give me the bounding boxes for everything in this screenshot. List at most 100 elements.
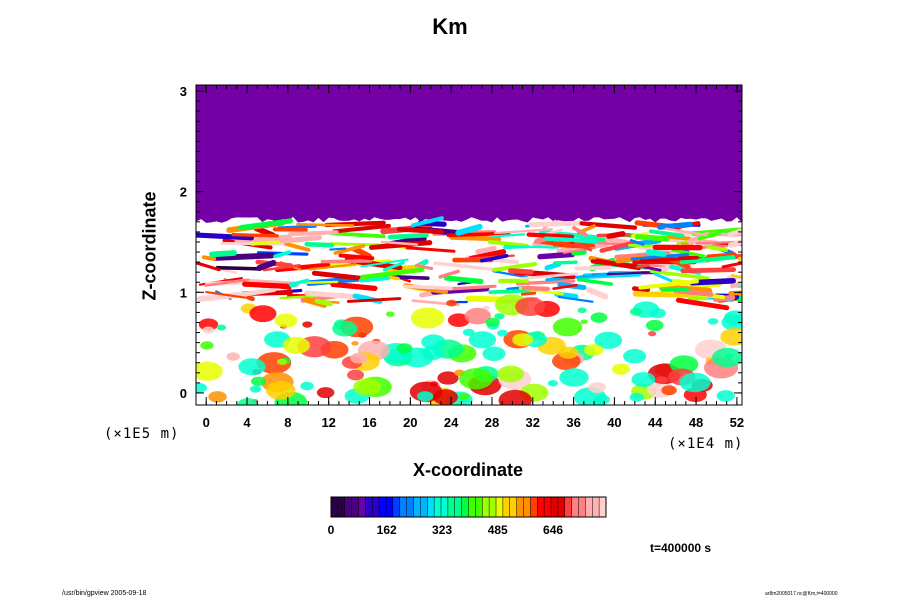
turbulent-streak	[303, 280, 339, 284]
turbulent-streak	[730, 281, 742, 289]
turbulent-streak	[721, 261, 742, 269]
boundary-blob	[447, 313, 470, 328]
turbulent-streak	[480, 253, 509, 263]
turbulent-streak	[358, 275, 391, 283]
boundary-blob	[446, 299, 458, 307]
turbulent-streak	[488, 288, 532, 295]
turbulent-streak	[557, 295, 594, 303]
turbulent-streak	[599, 241, 634, 253]
turbulent-streak	[475, 246, 497, 255]
boundary-blob	[629, 307, 643, 316]
turbulent-streak	[520, 291, 537, 296]
boundary-blob	[196, 383, 208, 393]
colorbar-segment	[434, 497, 442, 517]
colorbar-segment	[358, 497, 366, 517]
turbulent-streak	[571, 249, 587, 256]
turbulent-streak	[449, 234, 502, 242]
time-annotation: t=400000 s	[650, 541, 712, 555]
boundary-blob	[410, 307, 445, 329]
turbulent-streak	[395, 275, 430, 281]
boundary-blob	[462, 328, 475, 337]
boundary-blob	[494, 313, 505, 320]
turbulent-streak	[629, 239, 645, 246]
chart-title: Km	[432, 14, 468, 39]
turbulent-streak	[333, 244, 366, 255]
boundary-blob	[590, 312, 608, 323]
turbulent-streak	[526, 232, 575, 240]
boundary-blob	[594, 331, 623, 350]
boundary-blob	[679, 372, 711, 393]
boundary-blob	[588, 382, 606, 394]
turbulent-streak	[338, 253, 375, 261]
plot-frame	[195, 84, 743, 406]
boundary-blob	[350, 352, 368, 364]
turbulent-streak	[262, 264, 301, 272]
colorbar-segment	[441, 497, 449, 517]
boundary-blob	[485, 317, 500, 327]
boundary-blob	[282, 336, 310, 354]
turbulent-streak	[508, 268, 534, 275]
boundary-blob	[250, 376, 267, 387]
turbulent-streak	[487, 239, 529, 248]
turbulent-streak	[490, 233, 526, 238]
colorbar-segment	[571, 497, 579, 517]
footer-source: ar8m2005017.nc@Km,t=400000	[765, 591, 838, 597]
colorbar-segment	[585, 497, 593, 517]
x-tick-label: 44	[648, 415, 663, 430]
colorbar-segment	[337, 497, 346, 517]
turbulent-streak	[639, 255, 699, 263]
turbulent-streak	[296, 223, 355, 227]
turbulent-streak	[543, 236, 599, 244]
boundary-blob	[512, 333, 534, 347]
x-tick-label: 32	[526, 415, 540, 430]
colorbar-segment	[496, 497, 504, 517]
upper-uniform-layer	[196, 85, 742, 223]
turbulent-streak	[274, 262, 331, 273]
turbulent-streak	[574, 265, 613, 271]
boundary-blob	[655, 376, 668, 384]
boundary-blob	[458, 392, 470, 400]
turbulent-streak	[493, 228, 554, 235]
boundary-blob	[468, 331, 497, 349]
boundary-blob	[226, 352, 240, 361]
turbulent-streak	[503, 244, 559, 249]
boundary-blob	[249, 385, 262, 393]
turbulent-streak	[396, 226, 444, 235]
boundary-blob	[515, 297, 546, 317]
boundary-blob	[497, 329, 508, 337]
turbulent-streak	[710, 232, 742, 237]
turbulent-streak	[680, 267, 737, 274]
turbulent-streak	[638, 279, 699, 290]
turbulent-streak	[308, 263, 357, 271]
turbulent-streak	[387, 232, 429, 240]
x-tick-label: 36	[566, 415, 580, 430]
boundary-blob	[216, 324, 227, 331]
turbulent-streak	[671, 248, 706, 258]
turbulent-streak	[606, 231, 626, 239]
turbulent-streak	[579, 221, 638, 230]
colorbar-segment	[530, 497, 538, 517]
x-tick-label: 52	[730, 415, 744, 430]
boundary-blob	[559, 368, 589, 387]
turbulent-streak	[532, 242, 554, 248]
x-tick-label: 20	[403, 415, 417, 430]
turbulent-streak	[411, 216, 444, 228]
boundary-blob	[417, 391, 434, 402]
turbulent-streak	[231, 232, 279, 238]
turbulent-streak	[311, 270, 372, 282]
colorbar-segment	[489, 497, 497, 517]
boundary-blob	[420, 346, 444, 361]
turbulent-streak	[242, 281, 290, 289]
turbulent-streak	[438, 269, 460, 279]
turbulent-streak	[515, 279, 576, 286]
turbulent-streak	[576, 243, 593, 252]
turbulent-streak	[679, 255, 736, 265]
colorbar-segment	[502, 497, 511, 517]
colorbar-segment	[386, 497, 394, 517]
boundary-blob	[300, 381, 314, 391]
boundary-blob	[721, 314, 742, 331]
boundary-blob	[237, 398, 259, 405]
colorbar-segment	[406, 497, 414, 517]
boundary-blob	[351, 341, 359, 346]
